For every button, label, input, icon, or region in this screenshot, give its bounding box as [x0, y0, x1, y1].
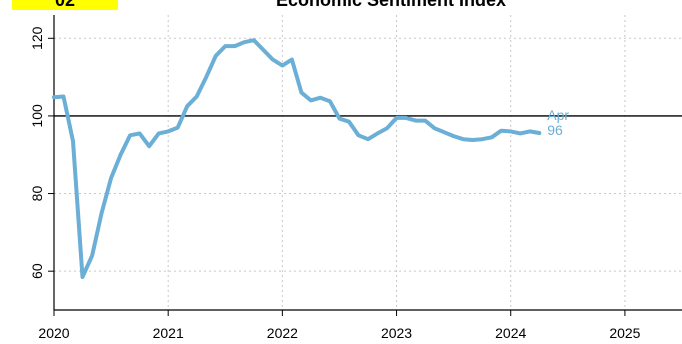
x-tick-label: 2024	[495, 325, 526, 341]
grid	[53, 15, 682, 310]
y-tick-label: 60	[29, 263, 45, 279]
x-tick-label: 2021	[153, 325, 184, 341]
axes: 2020 2021 2022 2023 2024 2025 60 80 100 120	[29, 15, 682, 341]
x-tick-label: 2020	[38, 325, 69, 341]
series-line	[52, 38, 542, 279]
x-tick-label: 2022	[267, 325, 298, 341]
chart-title: Economic Sentiment Index	[275, 0, 507, 10]
x-tick-label: 2025	[609, 325, 640, 341]
x-tick-label: 2023	[381, 325, 412, 341]
badge-text: 02	[54, 0, 76, 10]
y-tick-label: 80	[29, 186, 45, 202]
end-label-value: 96	[547, 122, 563, 138]
y-tick-label: 120	[29, 26, 45, 50]
end-label-month: Apr	[547, 107, 569, 123]
yellow-badge: 02	[12, 0, 118, 10]
y-tick-label: 100	[29, 104, 45, 128]
